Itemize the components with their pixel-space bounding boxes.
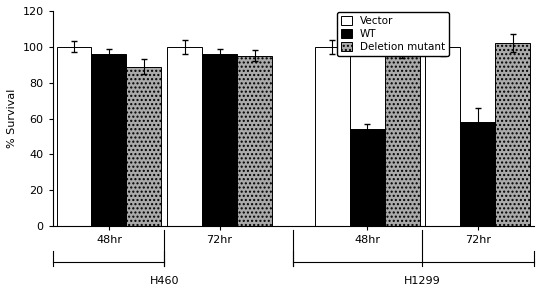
Bar <box>425 47 460 226</box>
Bar <box>91 54 127 226</box>
Bar <box>385 43 419 226</box>
Bar <box>167 47 202 226</box>
Bar <box>57 47 91 226</box>
Text: H1299: H1299 <box>404 276 441 287</box>
Bar <box>495 43 530 226</box>
Bar <box>460 122 495 226</box>
Legend: Vector, WT, Deletion mutant: Vector, WT, Deletion mutant <box>337 12 449 57</box>
Bar <box>315 47 349 226</box>
Bar <box>202 54 237 226</box>
Bar <box>127 66 161 226</box>
Y-axis label: % Survival: % Survival <box>7 89 17 148</box>
Bar <box>349 129 385 226</box>
Bar <box>237 56 272 226</box>
Text: H460: H460 <box>149 276 179 287</box>
